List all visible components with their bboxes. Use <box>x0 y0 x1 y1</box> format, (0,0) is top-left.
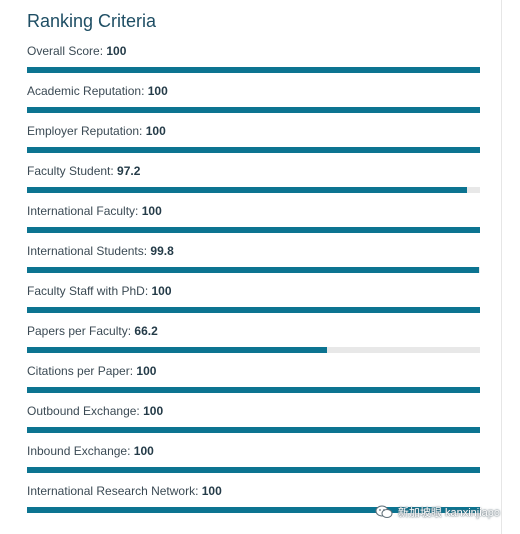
criterion-international-faculty: International Faculty: 100 <box>27 204 480 244</box>
progress-fill <box>27 387 480 393</box>
watermark: 新加坡眼 kanxinjiapo <box>375 504 500 520</box>
criterion-citations-per-paper: Citations per Paper: 100 <box>27 364 480 404</box>
criterion-label: Employer Reputation: 100 <box>27 124 166 138</box>
watermark-text: 新加坡眼 kanxinjiapo <box>397 507 500 519</box>
criterion-label: Citations per Paper: 100 <box>27 364 157 378</box>
criterion-score: 99.8 <box>150 244 174 258</box>
criterion-outbound-exchange: Outbound Exchange: 100 <box>27 404 480 444</box>
criterion-employer-reputation: Employer Reputation: 100 <box>27 124 480 164</box>
criterion-score: 100 <box>106 44 127 58</box>
progress-bar <box>27 427 480 433</box>
criterion-score: 100 <box>136 364 157 378</box>
criterion-label: Faculty Student: 97.2 <box>27 164 141 178</box>
progress-fill <box>27 467 480 473</box>
wechat-icon <box>375 505 393 518</box>
progress-bar <box>27 147 480 153</box>
criterion-score: 100 <box>143 404 164 418</box>
progress-bar <box>27 67 480 73</box>
criterion-score: 100 <box>141 204 162 218</box>
criterion-label: International Research Network: 100 <box>27 484 222 498</box>
progress-bar <box>27 467 480 473</box>
progress-fill <box>27 67 480 73</box>
ranking-criteria-panel: Ranking Criteria Overall Score: 100 Acad… <box>27 8 480 524</box>
progress-fill <box>27 187 468 193</box>
progress-fill <box>27 427 480 433</box>
criterion-score: 100 <box>201 484 222 498</box>
criterion-score: 97.2 <box>117 164 141 178</box>
criterion-label: Faculty Staff with PhD: 100 <box>27 284 172 298</box>
criterion-international-research-network: International Research Network: 100 <box>27 484 480 524</box>
progress-bar <box>27 387 480 393</box>
progress-fill <box>27 307 480 313</box>
progress-bar <box>27 507 480 513</box>
progress-fill <box>27 147 480 153</box>
criterion-score: 100 <box>151 284 172 298</box>
criterion-score: 100 <box>145 124 166 138</box>
criterion-score: 66.2 <box>134 324 158 338</box>
criterion-academic-reputation: Academic Reputation: 100 <box>27 84 480 124</box>
progress-bar <box>27 107 480 113</box>
progress-bar <box>27 187 480 193</box>
progress-fill <box>27 107 480 113</box>
criterion-label: Overall Score: 100 <box>27 44 127 58</box>
criterion-label: Inbound Exchange: 100 <box>27 444 154 458</box>
criterion-overall-score: Overall Score: 100 <box>27 44 480 84</box>
page-title: Ranking Criteria <box>27 11 157 31</box>
criterion-label: International Students: 99.8 <box>27 244 174 258</box>
progress-fill <box>27 507 480 513</box>
criterion-label: Papers per Faculty: 66.2 <box>27 324 158 338</box>
criterion-label: International Faculty: 100 <box>27 204 162 218</box>
progress-bar <box>27 227 480 233</box>
criterion-score: 100 <box>133 444 154 458</box>
progress-fill <box>27 227 480 233</box>
criterion-international-students: International Students: 99.8 <box>27 244 480 284</box>
progress-bar <box>27 307 480 313</box>
criterion-score: 100 <box>147 84 168 98</box>
criterion-faculty-staff-with-phd: Faculty Staff with PhD: 100 <box>27 284 480 324</box>
progress-bar <box>27 347 480 353</box>
progress-bar <box>27 267 480 273</box>
criterion-inbound-exchange: Inbound Exchange: 100 <box>27 444 480 484</box>
progress-fill <box>27 347 327 353</box>
criterion-papers-per-faculty: Papers per Faculty: 66.2 <box>27 324 480 364</box>
criterion-label: Academic Reputation: 100 <box>27 84 168 98</box>
criterion-label: Outbound Exchange: 100 <box>27 404 164 418</box>
right-edge <box>501 0 520 534</box>
criterion-faculty-student: Faculty Student: 97.2 <box>27 164 480 204</box>
criteria-list: Overall Score: 100 Academic Reputation: … <box>27 44 480 524</box>
progress-fill <box>27 267 480 273</box>
